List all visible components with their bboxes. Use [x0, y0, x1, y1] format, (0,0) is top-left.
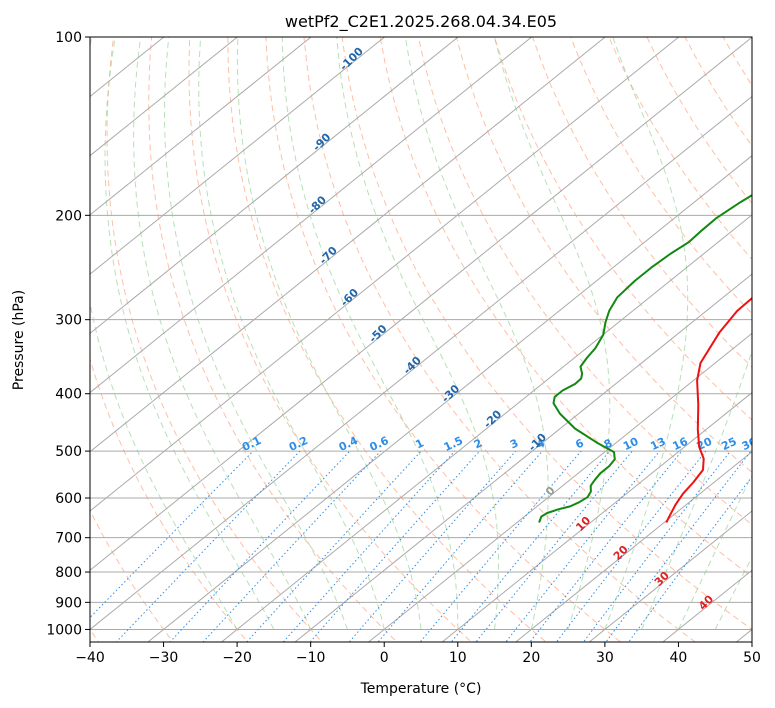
y-tick-label: 900 — [55, 595, 82, 611]
y-tick-label: 200 — [55, 208, 82, 224]
moist-adiabat-line — [336, 37, 499, 630]
isotherm-line — [514, 451, 752, 642]
plot-frame — [89, 36, 753, 643]
moist-adiabat-line — [493, 37, 611, 630]
mixing-ratio-line — [309, 450, 480, 642]
dry-adiabat-line — [265, 37, 622, 642]
y-tick-label: 300 — [55, 313, 82, 329]
mixing-ratio-line — [555, 450, 707, 642]
isotherms — [90, 37, 752, 642]
dewpoint-profile-line — [538, 194, 752, 523]
y-tick-label: 100 — [55, 30, 82, 46]
dry-adiabat-line — [341, 37, 752, 631]
x-tick-label: 50 — [743, 650, 761, 666]
mixing-ratio-lines — [90, 450, 752, 642]
dry-adiabat-line — [532, 37, 752, 368]
isotherm-line — [90, 37, 459, 334]
x-tick-label: 30 — [596, 650, 614, 666]
dry-adiabat-line — [493, 37, 752, 421]
isotherm-line — [588, 510, 752, 642]
dry-adiabat-line — [379, 37, 752, 578]
isotherm-line — [90, 95, 752, 631]
x-tick-label: −20 — [222, 650, 252, 666]
dry-adiabats — [90, 37, 752, 642]
mixing-ratio-line — [115, 450, 301, 642]
x-tick-label: 40 — [670, 650, 688, 666]
x-axis-ticks: −40 −30 −20 −10 0 10 20 30 40 50 — [75, 642, 761, 666]
y-axis-label: Pressure (hPa) — [11, 290, 27, 390]
chart-title: wetPf2_C2E1.2025.268.04.34.E05 — [285, 12, 557, 32]
y-tick-label: 400 — [55, 387, 82, 403]
mixing-ratio-line — [377, 450, 543, 642]
dry-adiabat-line — [90, 357, 249, 642]
mixing-ratio-line — [282, 450, 456, 642]
y-tick-label: 500 — [55, 444, 82, 460]
y-tick-label: 1000 — [46, 622, 82, 638]
x-tick-label: 10 — [449, 650, 467, 666]
isotherm-line — [90, 37, 680, 512]
moist-adiabat-line — [104, 37, 275, 630]
mixing-ratio-line — [169, 450, 351, 642]
x-tick-label: 0 — [380, 650, 389, 666]
moist-adiabat-line — [404, 37, 549, 630]
mixing-ratio-line — [202, 450, 381, 642]
isotherm-line — [90, 37, 386, 275]
isotherm-line — [441, 391, 752, 642]
isotherm-line — [90, 37, 312, 216]
mixing-ratio-label: 10 — [621, 435, 641, 453]
x-tick-label: −30 — [149, 650, 179, 666]
moist-adiabat-line — [641, 349, 752, 630]
y-tick-label: 800 — [55, 565, 82, 581]
dry-adiabat-line — [188, 37, 473, 642]
y-tick-label: 700 — [55, 531, 82, 547]
moist-adiabat-line — [281, 37, 459, 630]
x-axis-label: Temperature (°C) — [360, 681, 482, 697]
isotherm-line — [220, 214, 752, 642]
isotherm-line — [294, 273, 752, 642]
moist-adiabat-line — [236, 37, 422, 630]
y-tick-label: 600 — [55, 491, 82, 507]
dry-adiabat-line — [148, 37, 398, 642]
isotherm-line — [90, 37, 239, 157]
moist-adiabat-line — [133, 37, 312, 630]
isotherm-line — [90, 37, 533, 394]
mixing-ratio-line — [246, 450, 422, 642]
moist-adiabat-line — [198, 37, 385, 630]
dry-adiabat-line — [106, 37, 323, 642]
temperature-profile-line — [665, 296, 752, 523]
mixing-ratio-line — [348, 450, 517, 642]
x-tick-label: −10 — [296, 650, 326, 666]
mixing-ratio-line — [475, 450, 633, 642]
mixing-ratio-line — [582, 450, 731, 642]
isotherm-line — [367, 332, 752, 642]
dry-adiabat-line — [570, 37, 752, 315]
isotherm-line — [90, 37, 752, 571]
mixing-ratio-label: 16 — [670, 435, 690, 453]
moist-adiabat-line — [164, 37, 348, 630]
dry-adiabat-line — [90, 509, 174, 642]
isotherm-line — [90, 37, 606, 453]
y-axis-ticks: 100 200 300 400 500 600 700 800 900 1000 — [46, 30, 90, 638]
x-tick-label: 20 — [522, 650, 540, 666]
moist-adiabats — [90, 37, 752, 630]
profile-series — [538, 194, 752, 523]
mixing-ratio-label: 13 — [648, 435, 667, 453]
mixing-ratio-line — [505, 450, 660, 642]
mixing-ratio-label: 25 — [719, 435, 738, 453]
mixing-ratio-label: 30 — [740, 435, 760, 453]
dry-adiabat-line — [455, 37, 752, 473]
isobars — [90, 37, 752, 630]
x-tick-label: −40 — [75, 650, 105, 666]
isotherm-line — [147, 155, 752, 642]
moist-adiabat-line — [604, 37, 689, 630]
dry-adiabat-line — [303, 37, 697, 642]
dry-adiabat-line — [227, 37, 547, 642]
